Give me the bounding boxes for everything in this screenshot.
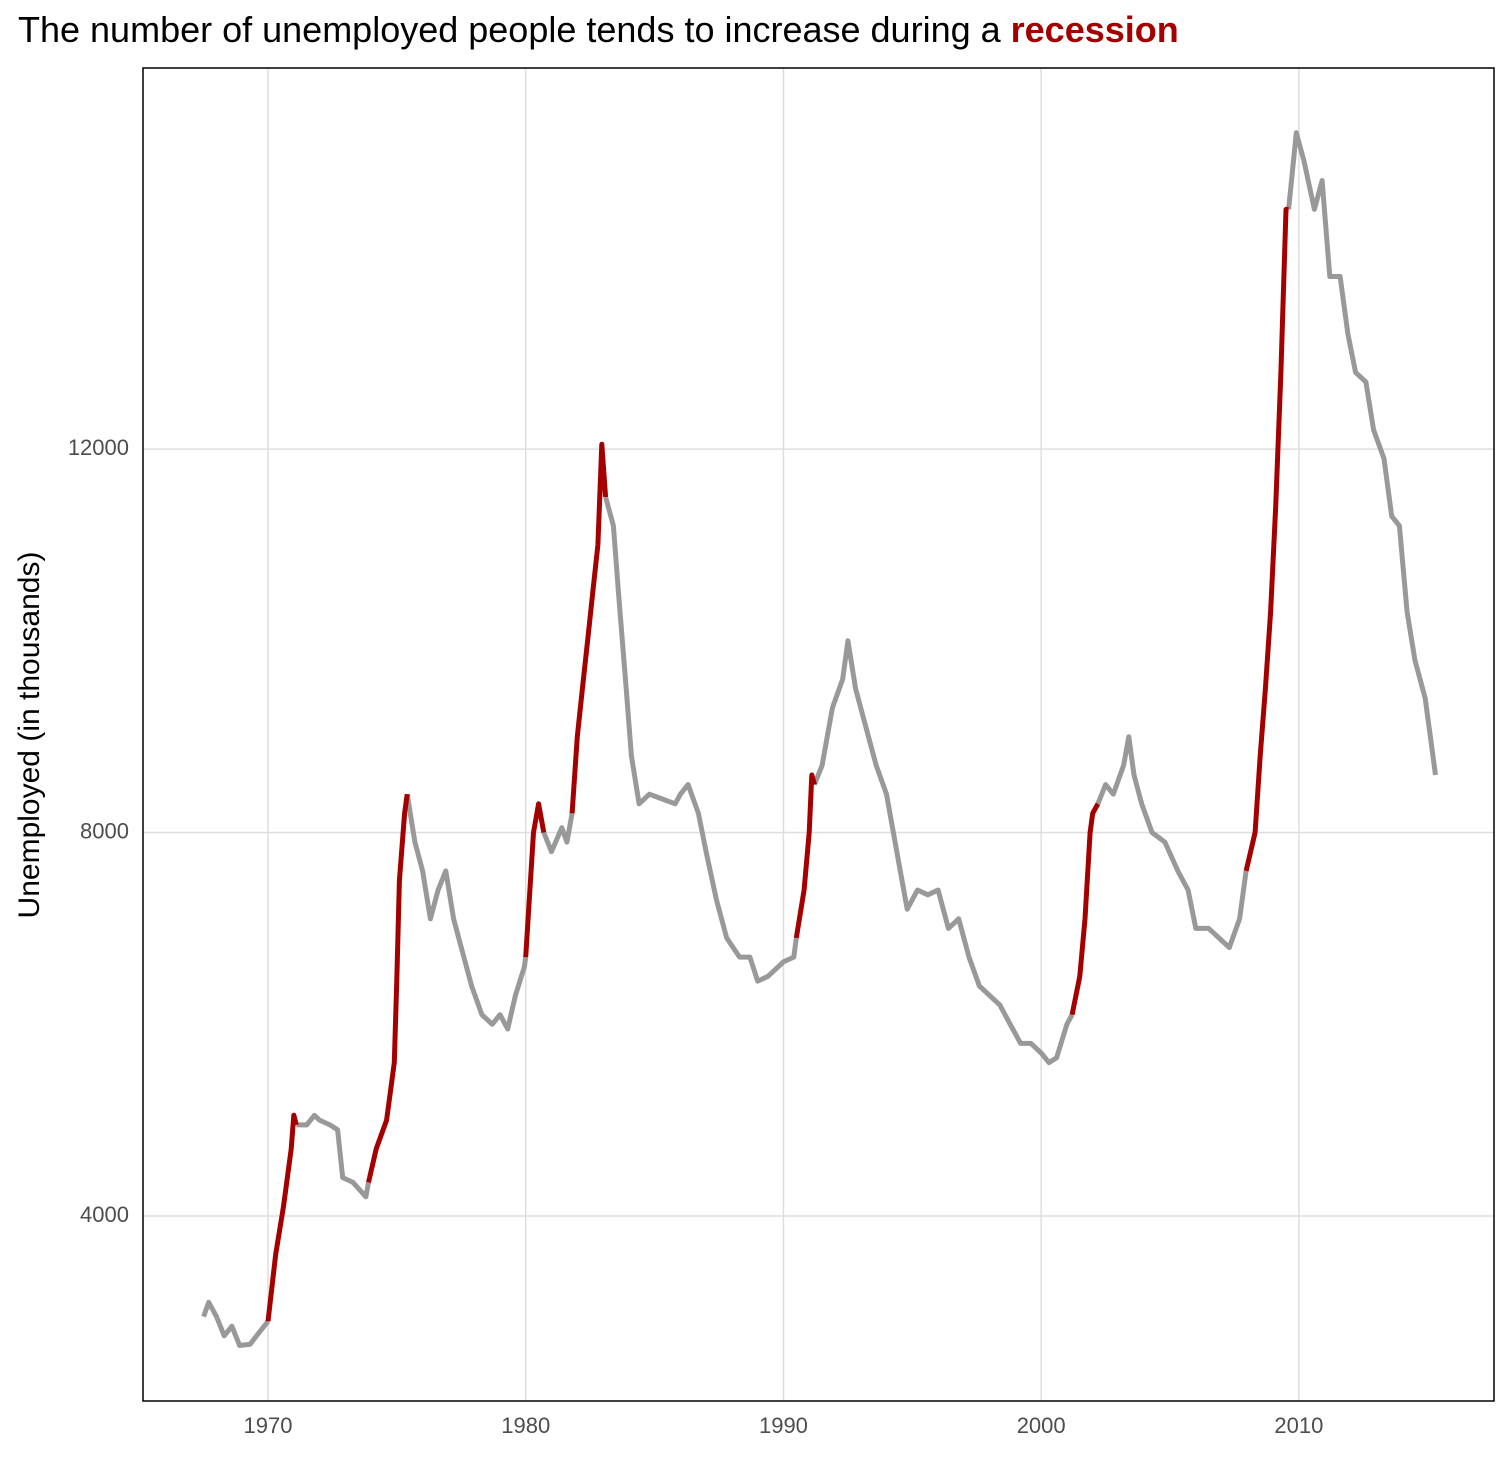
data-line <box>793 772 817 939</box>
chart-title: The number of unemployed people tends to… <box>18 9 1179 50</box>
grid <box>143 68 1494 1401</box>
data-line <box>1095 734 1249 951</box>
lines <box>201 130 1438 1348</box>
x-tick-label: 1980 <box>501 1413 550 1438</box>
y-tick-label: 12000 <box>68 435 129 460</box>
y-axis-title: Unemployed (in thousands) <box>13 552 46 919</box>
data-line <box>1286 130 1438 776</box>
title-emphasis: recession <box>1011 9 1179 50</box>
data-line <box>296 1112 371 1200</box>
data-line <box>812 638 1075 1066</box>
data-line <box>569 441 609 814</box>
data-line <box>201 1299 270 1348</box>
data-line <box>603 496 799 984</box>
panel-border <box>142 67 1495 1402</box>
y-tick-label: 4000 <box>80 1202 129 1227</box>
y-tick-label: 8000 <box>80 818 129 843</box>
data-line <box>265 1112 299 1322</box>
x-tick-label: 2010 <box>1274 1413 1323 1438</box>
title-text: The number of unemployed people tends to… <box>18 9 1002 50</box>
x-tick-label: 1970 <box>244 1413 293 1438</box>
x-tick-label: 1990 <box>759 1413 808 1438</box>
data-line <box>541 812 575 855</box>
data-line <box>1243 206 1289 872</box>
x-tick-label: 2000 <box>1017 1413 1066 1438</box>
data-line <box>523 801 547 958</box>
data-line <box>1069 802 1101 1016</box>
data-line <box>404 793 529 1032</box>
data-line <box>366 793 410 1183</box>
